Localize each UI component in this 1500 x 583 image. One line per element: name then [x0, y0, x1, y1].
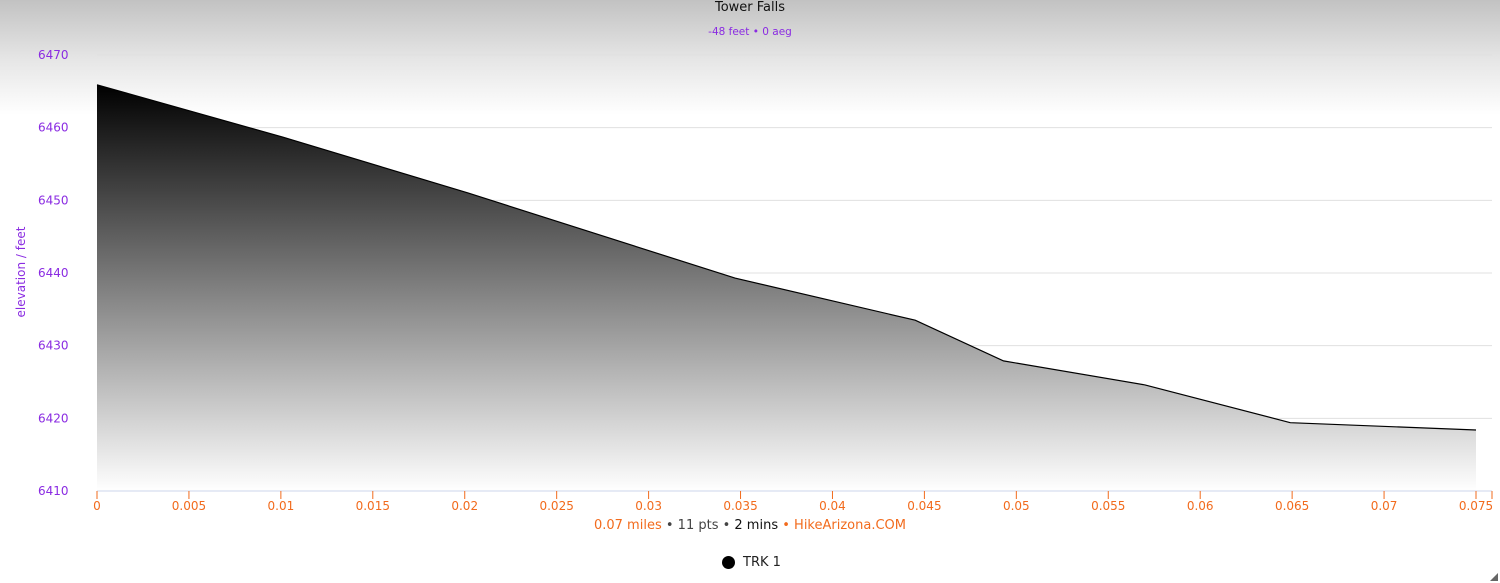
x-tick-label: 0.015: [356, 499, 390, 513]
y-tick-label: 6440: [38, 266, 69, 280]
y-tick-label: 6430: [38, 339, 69, 353]
elevation-area: [97, 84, 1476, 492]
y-axis-label: elevation / feet: [14, 226, 28, 317]
x-tick-label: 0.04: [819, 499, 846, 513]
y-tick-label: 6420: [38, 411, 69, 425]
x-tick-label: 0.06: [1187, 499, 1214, 513]
x-tick-label: 0.065: [1275, 499, 1309, 513]
x-tick-label: 0.03: [635, 499, 662, 513]
x-tick-label: 0.01: [268, 499, 295, 513]
chart-footer: 0.07 miles • 11 pts • 2 mins • HikeArizo…: [593, 518, 906, 533]
site-credit-link[interactable]: HikeArizona.COM: [794, 518, 906, 533]
x-tick-label: 0.05: [1003, 499, 1030, 513]
legend-label: TRK 1: [743, 555, 781, 570]
point-count: 11 pts: [677, 518, 719, 533]
legend-item-trk1[interactable]: TRK 1: [722, 555, 781, 570]
x-tick-label: 0.075: [1459, 499, 1493, 513]
chart-title: Tower Falls: [714, 0, 786, 15]
circle-marker-icon: [722, 556, 735, 569]
y-tick-label: 6410: [38, 484, 69, 498]
duration: 2 mins: [734, 518, 779, 533]
x-tick-label: 0.045: [907, 499, 941, 513]
elevation-line: [96, 84, 1477, 431]
x-tick-label: 0.07: [1371, 499, 1398, 513]
y-tick-label: 6450: [38, 193, 69, 207]
y-tick-label: 6470: [38, 48, 69, 62]
chart-subtitle: -48 feet • 0 aeg: [708, 26, 792, 38]
resize-handle-icon[interactable]: [1490, 573, 1498, 581]
x-tick-label: 0: [93, 499, 101, 513]
x-tick-label: 0.055: [1091, 499, 1125, 513]
y-tick-label: 6460: [38, 121, 69, 135]
x-tick-label: 0.035: [723, 499, 757, 513]
x-tick-label: 0.025: [539, 499, 573, 513]
distance: 0.07 miles: [593, 518, 662, 533]
x-tick-label: 0.02: [451, 499, 478, 513]
x-tick-label: 0.005: [172, 499, 206, 513]
